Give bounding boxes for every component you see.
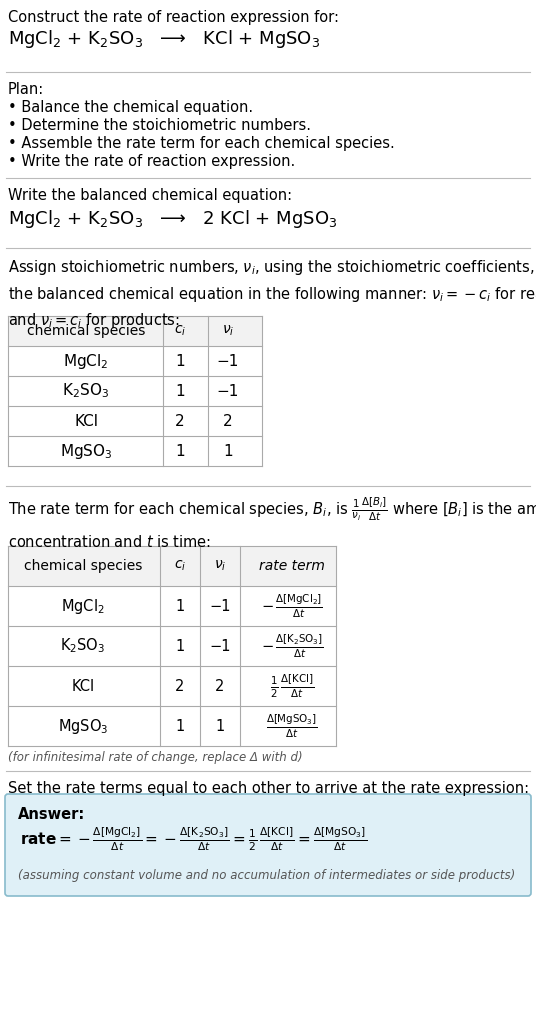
Text: • Determine the stoichiometric numbers.: • Determine the stoichiometric numbers.	[8, 118, 311, 133]
Text: 1: 1	[175, 383, 185, 399]
Text: $\frac{1}{2}\,\frac{\Delta[\mathrm{KCl}]}{\Delta t}$: $\frac{1}{2}\,\frac{\Delta[\mathrm{KCl}]…	[270, 672, 314, 700]
Text: $-\,\frac{\Delta[\mathrm{MgCl_2}]}{\Delta t}$: $-\,\frac{\Delta[\mathrm{MgCl_2}]}{\Delt…	[261, 593, 323, 619]
Bar	[8, 546, 336, 586]
Text: • Write the rate of reaction expression.: • Write the rate of reaction expression.	[8, 154, 295, 169]
Text: $\mathregular{MgCl_2}$ + $\mathregular{K_2SO_3}$   ⟶   2 KCl + $\mathregular{MgS: $\mathregular{MgCl_2}$ + $\mathregular{K…	[8, 208, 337, 230]
Text: Set the rate terms equal to each other to arrive at the rate expression:: Set the rate terms equal to each other t…	[8, 781, 529, 796]
Bar	[8, 316, 262, 346]
Text: The rate term for each chemical species, $B_i$, is $\frac{1}{\nu_i}\frac{\Delta[: The rate term for each chemical species,…	[8, 496, 536, 550]
Text: $\mathregular{K_2SO_3}$: $\mathregular{K_2SO_3}$	[62, 381, 109, 401]
Text: Answer:: Answer:	[18, 807, 85, 822]
Text: −1: −1	[209, 639, 231, 653]
Text: $\mathbf{rate} = -\frac{\Delta[\mathrm{MgCl_2}]}{\Delta t} = -\frac{\Delta[\math: $\mathbf{rate} = -\frac{\Delta[\mathrm{M…	[20, 825, 367, 852]
Text: Write the balanced chemical equation:: Write the balanced chemical equation:	[8, 188, 292, 203]
Text: KCl: KCl	[71, 679, 94, 694]
Text: 1: 1	[215, 718, 225, 734]
Text: 1: 1	[175, 444, 185, 459]
Text: 1: 1	[175, 354, 185, 369]
Text: $\mathregular{MgCl_2}$: $\mathregular{MgCl_2}$	[61, 597, 105, 615]
Text: $\mathregular{K_2SO_3}$: $\mathregular{K_2SO_3}$	[61, 637, 106, 655]
Text: $-\,\frac{\Delta[\mathrm{K_2SO_3}]}{\Delta t}$: $-\,\frac{\Delta[\mathrm{K_2SO_3}]}{\Del…	[260, 633, 323, 660]
Text: −1: −1	[209, 599, 231, 613]
Text: $\frac{\Delta[\mathrm{MgSO_3}]}{\Delta t}$: $\frac{\Delta[\mathrm{MgSO_3}]}{\Delta t…	[266, 712, 318, 740]
Text: (for infinitesimal rate of change, replace Δ with d): (for infinitesimal rate of change, repla…	[8, 751, 303, 764]
Text: chemical species: chemical species	[24, 559, 142, 573]
Text: $\mathregular{MgCl_2}$ + $\mathregular{K_2SO_3}$   ⟶   KCl + $\mathregular{MgSO_: $\mathregular{MgCl_2}$ + $\mathregular{K…	[8, 28, 320, 50]
Text: 2: 2	[175, 679, 185, 694]
Text: 1: 1	[175, 599, 184, 613]
Text: Plan:: Plan:	[8, 82, 44, 97]
Text: $\mathregular{MgCl_2}$: $\mathregular{MgCl_2}$	[63, 352, 109, 371]
FancyBboxPatch shape	[5, 794, 531, 896]
Text: $c_i$: $c_i$	[174, 559, 186, 573]
Text: $\mathregular{MgSO_3}$: $\mathregular{MgSO_3}$	[58, 716, 108, 736]
Text: 1: 1	[223, 444, 233, 459]
Text: 1: 1	[175, 639, 184, 653]
Text: $\nu_i$: $\nu_i$	[222, 324, 234, 338]
Text: 2: 2	[175, 414, 185, 428]
Text: (assuming constant volume and no accumulation of intermediates or side products): (assuming constant volume and no accumul…	[18, 869, 515, 882]
Text: 1: 1	[175, 718, 184, 734]
Text: • Assemble the rate term for each chemical species.: • Assemble the rate term for each chemic…	[8, 136, 394, 151]
Text: −1: −1	[217, 354, 239, 369]
Text: • Balance the chemical equation.: • Balance the chemical equation.	[8, 100, 253, 115]
Text: 2: 2	[215, 679, 225, 694]
Text: KCl: KCl	[74, 414, 98, 428]
Text: Assign stoichiometric numbers, $\nu_i$, using the stoichiometric coefficients, $: Assign stoichiometric numbers, $\nu_i$, …	[8, 258, 536, 330]
Text: Construct the rate of reaction expression for:: Construct the rate of reaction expressio…	[8, 10, 339, 25]
Text: $c_i$: $c_i$	[174, 324, 186, 338]
Text: rate term: rate term	[259, 559, 325, 573]
Text: $\mathregular{MgSO_3}$: $\mathregular{MgSO_3}$	[59, 442, 112, 461]
Text: $\nu_i$: $\nu_i$	[214, 559, 226, 573]
Text: chemical species: chemical species	[27, 324, 145, 338]
Text: 2: 2	[223, 414, 233, 428]
Text: −1: −1	[217, 383, 239, 399]
